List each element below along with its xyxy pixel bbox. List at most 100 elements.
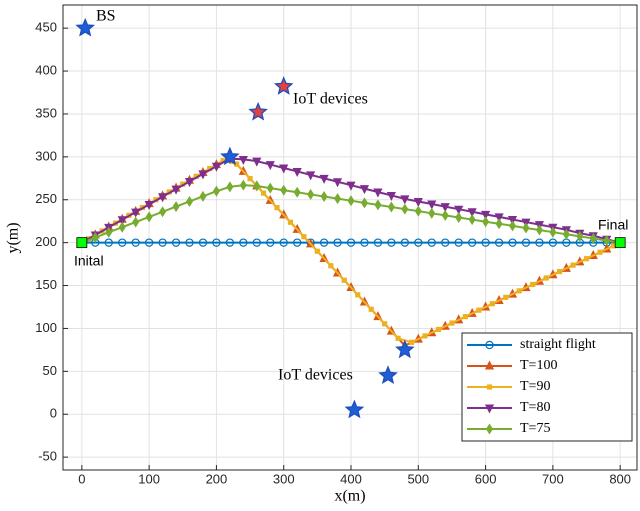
data-point — [144, 200, 154, 210]
data-point — [334, 193, 342, 205]
star-marker — [395, 339, 415, 359]
data-point — [307, 188, 315, 200]
data-point — [562, 228, 570, 240]
data-point — [158, 238, 167, 247]
legend-label: T=75 — [520, 421, 550, 436]
data-point — [467, 238, 477, 247]
data-point — [171, 185, 181, 195]
data-point — [583, 256, 590, 262]
data-point — [449, 320, 455, 326]
data-point — [557, 268, 563, 275]
data-point — [387, 238, 396, 247]
data-point — [360, 238, 369, 247]
data-point — [603, 235, 611, 247]
data-point — [535, 224, 543, 236]
data-point — [401, 203, 409, 215]
y-tick-label: 300 — [35, 148, 57, 163]
data-point — [521, 238, 531, 247]
data-point — [454, 205, 464, 215]
data-point — [522, 222, 530, 234]
data-point — [198, 238, 208, 247]
data-point — [355, 292, 361, 298]
annotation: IoT devices — [293, 91, 368, 108]
data-point — [320, 190, 328, 203]
data-point — [368, 306, 374, 312]
data-point — [548, 238, 558, 247]
data-point — [279, 238, 288, 247]
data-point — [212, 238, 221, 247]
legend-label: T=80 — [520, 400, 550, 415]
data-point — [118, 221, 126, 233]
data-point — [199, 190, 207, 202]
data-point — [476, 307, 482, 313]
data-point — [441, 209, 449, 221]
legend-marker — [484, 360, 495, 370]
x-tick-label: 0 — [78, 471, 85, 486]
data-point — [373, 238, 383, 247]
data-point — [171, 238, 181, 247]
annotation: IoT devices — [278, 367, 353, 384]
endpoint-label: Final — [598, 217, 628, 233]
data-point — [395, 335, 401, 341]
data-point — [346, 238, 356, 247]
legend-marker — [485, 340, 494, 350]
data-point — [516, 288, 522, 294]
data-point — [382, 321, 388, 327]
legend-marker — [486, 384, 493, 390]
legend-label: T=100 — [520, 358, 557, 373]
data-point — [576, 230, 584, 242]
data-point — [198, 170, 208, 180]
endpoint-label: Inital — [74, 253, 104, 269]
data-point — [495, 218, 503, 230]
data-point — [144, 238, 154, 247]
data-point — [508, 220, 517, 232]
data-point — [400, 238, 410, 247]
legend: straight flight T=100 T=90 T=80 T=75 — [461, 332, 633, 442]
y-tick-label: 100 — [35, 320, 57, 335]
x-tick-label: 800 — [609, 471, 631, 486]
x-tick-label: 700 — [542, 471, 564, 486]
data-point — [117, 216, 127, 226]
data-point — [570, 262, 576, 268]
data-point — [347, 195, 355, 207]
data-point — [489, 301, 495, 307]
y-tick-label: 450 — [35, 20, 57, 35]
data-point — [507, 216, 518, 226]
data-point — [238, 155, 248, 165]
data-point — [185, 195, 194, 207]
star-marker — [273, 76, 294, 95]
data-point — [260, 190, 267, 196]
data-point — [132, 216, 140, 228]
x-tick-label: 200 — [206, 471, 228, 486]
data-point — [226, 181, 234, 193]
star-marker — [248, 101, 268, 121]
plot-frame — [62, 4, 638, 471]
x-tick-label: 600 — [475, 471, 497, 486]
y-tick-label: 400 — [35, 62, 57, 77]
data-point — [184, 177, 195, 188]
data-point — [118, 238, 127, 247]
data-point — [408, 339, 415, 345]
data-point — [158, 193, 168, 203]
x-tick-label: 500 — [407, 471, 429, 486]
data-point — [543, 275, 549, 281]
data-point — [131, 238, 140, 247]
data-point — [427, 238, 436, 247]
data-point — [145, 211, 153, 223]
legend-marker — [485, 423, 494, 435]
data-point — [441, 238, 450, 247]
data-point — [503, 294, 509, 300]
data-point — [287, 219, 294, 225]
data-point — [549, 226, 557, 238]
x-axis-label: x(m) — [334, 488, 365, 505]
data-point — [494, 238, 504, 247]
data-point — [508, 238, 517, 247]
data-point — [530, 281, 536, 288]
data-point — [212, 185, 220, 197]
data-point — [414, 205, 422, 217]
data-point — [274, 205, 280, 211]
annotation: BS — [96, 8, 116, 25]
data-point — [413, 197, 423, 207]
y-tick-label: 200 — [35, 234, 57, 249]
